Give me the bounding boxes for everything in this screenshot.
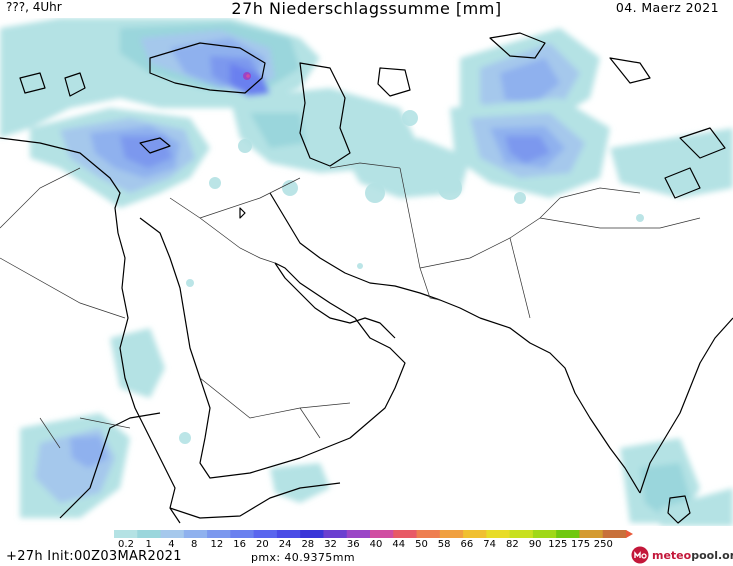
legend-swatch [207,530,231,538]
legend-swatch [486,530,511,538]
legend-label: 125 [548,539,568,550]
legend-label: 50 [415,539,428,550]
legend-label: 82 [505,539,519,550]
legend-label: 4 [168,539,175,550]
legend-swatch [370,530,394,538]
legend-swatch [532,530,557,538]
lead-init-label: +27h Init:00Z03MAR2021 [6,549,182,564]
legend-label: 32 [324,539,337,550]
valid-date: 04. Maerz 2021 [615,0,719,15]
legend-label: 8 [190,539,198,550]
precip-hotspot [243,72,251,80]
precip-speckles [179,110,712,444]
legend-label: 24 [278,539,292,550]
country-borders [0,162,701,449]
legend-swatch [463,530,487,538]
legend-swatch [230,530,255,538]
legend-label: 36 [346,539,360,550]
coastlines [0,32,733,524]
legend-label: 58 [437,539,451,550]
legend-label: 12 [210,539,224,550]
legend-swatch [183,530,208,538]
run-label: ???, 4Uhr [6,0,62,14]
legend-swatch [137,530,162,538]
legend-swatch [439,530,464,538]
legend-colorbar [114,530,633,538]
legend-swatch [253,530,278,538]
legend-swatch [556,530,580,538]
legend-label: 1 [145,539,152,550]
meteopool-logo: meteopool.org [631,545,733,565]
legend-label: 74 [483,539,496,550]
legend-label: 44 [392,539,406,550]
legend-label: 0.2 [118,539,134,550]
precipitation-layer [0,18,733,526]
logo-text: meteopool.org [652,548,733,562]
legend-swatch [300,530,324,538]
legend-swatch [160,530,185,538]
legend-label: 66 [460,539,474,550]
legend-swatch [579,530,604,538]
legend-label: 16 [233,539,246,550]
pmx-label: pmx: 40.9375mm [251,551,355,564]
legend-label: 250 [593,539,613,550]
legend-label: 90 [528,539,542,550]
legend-label: 28 [301,539,315,550]
legend-swatch [416,530,441,538]
legend-swatch [276,530,301,538]
legend-swatch [602,530,627,538]
precipitation-map [0,18,733,526]
map-title: 27h Niederschlagssumme [mm] [231,0,502,18]
legend-swatch [509,530,534,538]
meteopool-logo-icon [631,546,649,564]
legend-swatch [323,530,348,538]
legend-arrow [626,530,633,538]
legend-label: 20 [255,539,269,550]
legend-swatch [114,530,138,538]
legend-label: 40 [369,539,383,550]
legend-swatch [393,530,418,538]
legend-swatch [346,530,371,538]
legend-label: 175 [570,539,591,550]
